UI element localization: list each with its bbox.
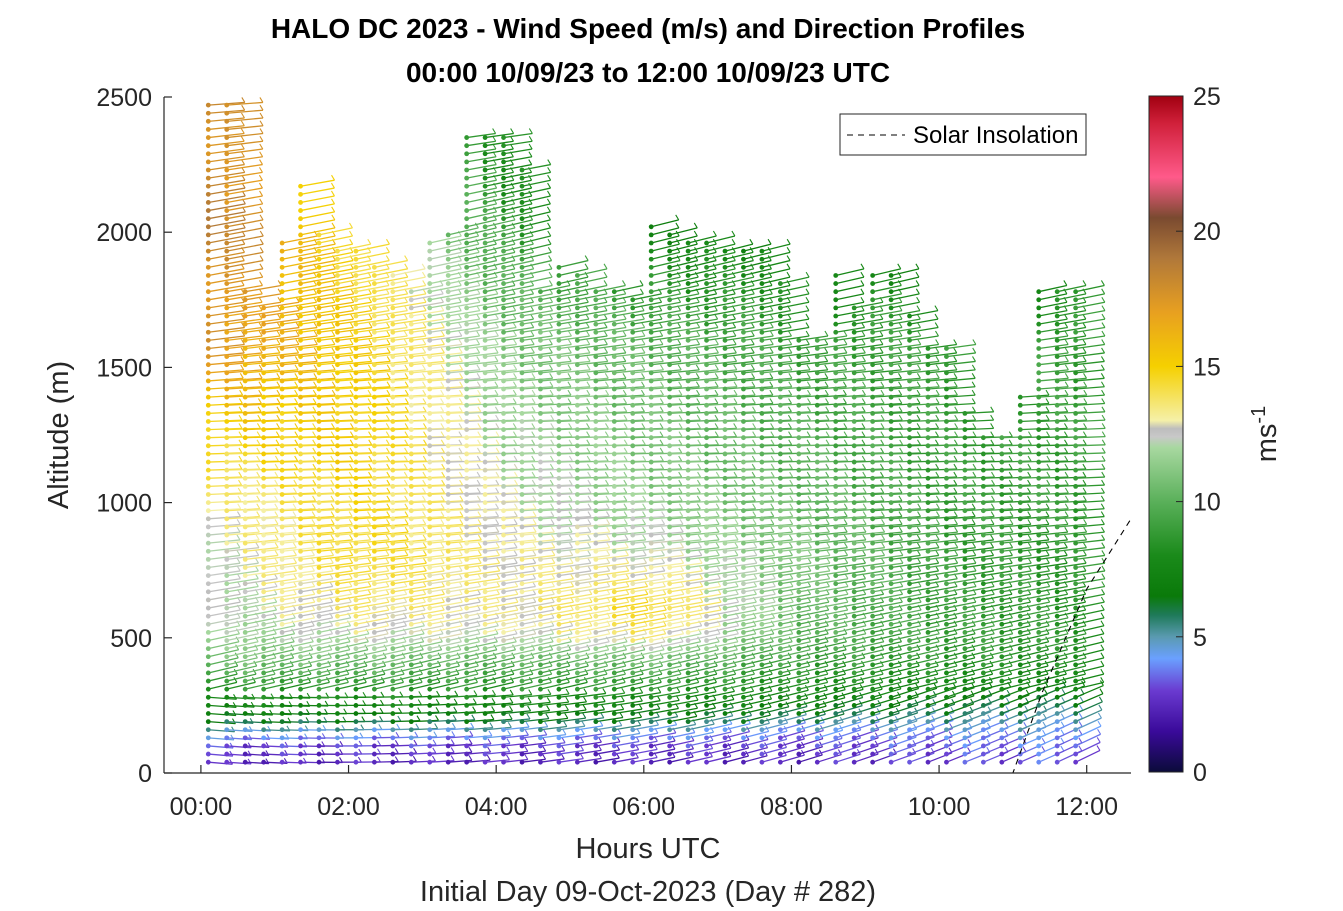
y-tick-label: 1500 bbox=[96, 354, 152, 382]
x-tick-label: 12:00 bbox=[1055, 793, 1118, 821]
legend: Solar Insolation bbox=[840, 114, 1086, 155]
colorbar-tick-label: 20 bbox=[1193, 218, 1221, 246]
colorbar-scale bbox=[1149, 96, 1183, 772]
colorbar-tick-label: 25 bbox=[1193, 83, 1221, 111]
y-tick-label: 2000 bbox=[96, 219, 152, 247]
colorbar-tick-label: 0 bbox=[1193, 759, 1207, 787]
colorbar-tick-label: 5 bbox=[1193, 624, 1207, 652]
x-tick-label: 04:00 bbox=[465, 793, 528, 821]
x-tick-label: 06:00 bbox=[613, 793, 676, 821]
colorbar-tick-label: 10 bbox=[1193, 489, 1221, 517]
x-axis-label: Hours UTC bbox=[575, 833, 720, 865]
figure: HALO DC 2023 - Wind Speed (m/s) and Dire… bbox=[0, 0, 1343, 911]
x-tick-label: 00:00 bbox=[170, 793, 233, 821]
y-axis-label: Altitude (m) bbox=[43, 361, 75, 509]
chart-subtitle: Initial Day 09-Oct-2023 (Day # 282) bbox=[420, 876, 876, 908]
y-tick-label: 2500 bbox=[96, 84, 152, 112]
y-tick-label: 1000 bbox=[96, 490, 152, 518]
chart-title-line2: 00:00 10/09/23 to 12:00 10/09/23 UTC bbox=[406, 57, 890, 88]
x-tick-label: 10:00 bbox=[908, 793, 971, 821]
colorbar bbox=[1149, 96, 1183, 772]
y-ticks: 0 500 1000 1500 2000 2500 bbox=[96, 84, 172, 788]
colorbar-label-base: ms bbox=[1251, 424, 1283, 463]
y-tick-label: 500 bbox=[110, 625, 152, 653]
colorbar-label: ms-1 bbox=[1248, 406, 1283, 462]
chart-title-line1: HALO DC 2023 - Wind Speed (m/s) and Dire… bbox=[271, 13, 1025, 44]
colorbar-label-exponent: -1 bbox=[1248, 406, 1270, 424]
y-tick-label: 0 bbox=[138, 760, 152, 788]
x-tick-label: 02:00 bbox=[317, 793, 380, 821]
x-tick-label: 08:00 bbox=[760, 793, 823, 821]
colorbar-tick-label: 15 bbox=[1193, 353, 1221, 381]
legend-label: Solar Insolation bbox=[913, 122, 1078, 149]
